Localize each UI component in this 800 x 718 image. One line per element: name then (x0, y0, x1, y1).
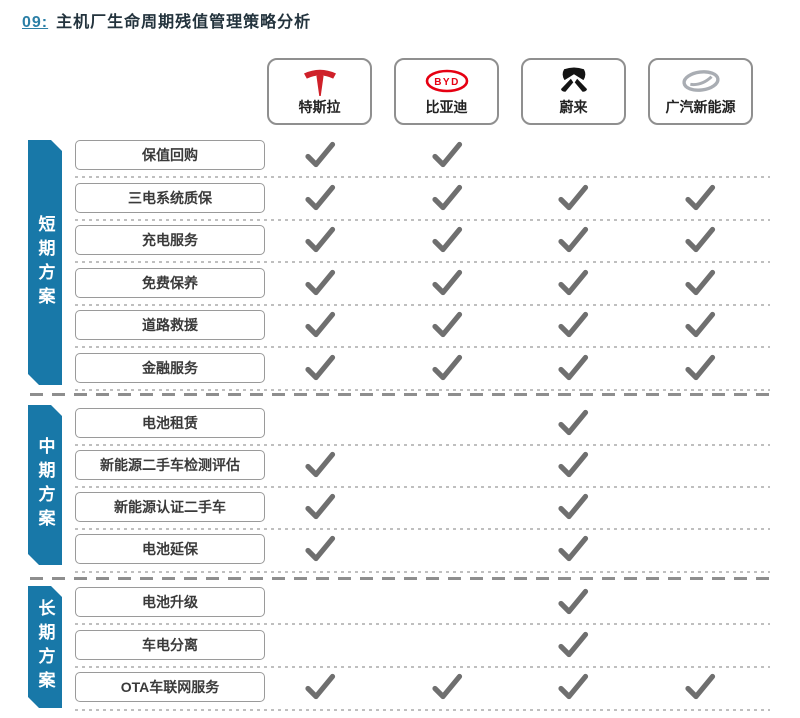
row-separator (75, 389, 770, 391)
row-separator (75, 623, 770, 626)
checkmark-icon (304, 673, 336, 700)
checkmark-icon (304, 141, 336, 168)
strategy-label-text: 电池延保 (142, 541, 198, 557)
checkmark-icon (557, 269, 589, 296)
strategy-label-text: 充电服务 (142, 232, 198, 248)
byd-logo-icon: BYD (423, 65, 471, 97)
strategy-row-label: 充电服务 (75, 225, 265, 255)
checkmark-icon (431, 141, 463, 168)
checkmark-icon (684, 269, 716, 296)
row-separator (75, 528, 770, 530)
title-number: 09: (22, 14, 49, 31)
strategy-row-label: 新能源认证二手车 (75, 492, 265, 522)
row-separator (75, 261, 770, 264)
section-divider (30, 393, 772, 396)
strategy-row-label: 免费保养 (75, 267, 265, 298)
checkmark-icon (431, 311, 463, 338)
checkmark-icon (684, 311, 716, 338)
svg-text:BYD: BYD (434, 77, 460, 88)
strategy-row-label: 车电分离 (75, 629, 265, 660)
strategy-label-text: 新能源认证二手车 (114, 499, 226, 515)
section-label: 短期方案 (35, 214, 55, 311)
strategy-label-text: 保值回购 (142, 147, 198, 163)
brand-label: 比亚迪 (425, 99, 468, 115)
strategy-row-label: 三电系统质保 (75, 182, 265, 213)
strategy-label-text: 金融服务 (142, 359, 198, 376)
strategy-row-label: 电池延保 (75, 534, 265, 564)
brand-label: 蔚来 (559, 99, 588, 115)
tesla-logo-icon (301, 65, 339, 97)
checkmark-icon (304, 226, 336, 253)
strategy-row-label: 保值回购 (75, 140, 265, 170)
checkmark-icon (304, 311, 336, 338)
row-separator (75, 303, 770, 306)
checkmark-icon (304, 493, 336, 520)
section-divider (30, 576, 772, 580)
strategy-label-text: 电池租赁 (142, 415, 198, 431)
section-ribbon-2: 中期方案 (28, 405, 62, 565)
brand-label: 广汽新能源 (665, 99, 736, 115)
strategy-row-label: 电池租赁 (75, 408, 265, 438)
checkmark-icon (557, 451, 589, 478)
strategy-row-label: 金融服务 (75, 352, 265, 383)
nio-logo-icon (556, 65, 592, 97)
brand-column-2: BYD 比亚迪 (394, 58, 499, 125)
row-separator (75, 708, 770, 711)
checkmark-icon (557, 493, 589, 520)
checkmark-icon (557, 409, 589, 436)
row-separator (75, 665, 770, 668)
section-label: 中期方案 (35, 437, 55, 533)
strategy-row-label: 电池升级 (75, 587, 265, 617)
checkmark-icon (304, 184, 336, 211)
section-ribbon-3: 长期方案 (28, 586, 62, 708)
strategy-label-text: 三电系统质保 (128, 189, 212, 206)
checkmark-icon (304, 451, 336, 478)
section-ribbon-1: 短期方案 (28, 140, 62, 385)
row-separator (75, 176, 770, 179)
strategy-label-text: 免费保养 (142, 274, 198, 291)
section-label: 长期方案 (35, 599, 55, 695)
brand-column-1: 特斯拉 (267, 58, 372, 125)
checkmark-icon (431, 269, 463, 296)
row-separator (75, 218, 770, 221)
checkmark-icon (557, 535, 589, 562)
strategy-label-text: 车电分离 (142, 636, 198, 653)
checkmark-icon (684, 184, 716, 211)
strategy-label-text: 新能源二手车检测评估 (100, 457, 240, 473)
checkmark-icon (431, 226, 463, 253)
checkmark-icon (304, 535, 336, 562)
checkmark-icon (684, 673, 716, 700)
row-separator (75, 346, 770, 349)
checkmark-icon (557, 354, 589, 381)
row-separator (75, 486, 770, 488)
brand-column-3: 蔚来 (521, 58, 626, 125)
strategy-row-label: 道路救援 (75, 310, 265, 340)
row-separator (75, 444, 770, 446)
gac-logo-icon (678, 65, 724, 97)
brand-label: 特斯拉 (298, 99, 341, 115)
checkmark-icon (557, 631, 589, 658)
checkmark-icon (304, 354, 336, 381)
strategy-label-text: 道路救援 (142, 317, 198, 333)
strategy-label-text: 电池升级 (142, 594, 198, 610)
checkmark-icon (557, 184, 589, 211)
checkmark-icon (557, 226, 589, 253)
title-text: 主机厂生命周期残值管理策略分析 (56, 14, 312, 31)
checkmark-icon (684, 354, 716, 381)
checkmark-icon (557, 311, 589, 338)
checkmark-icon (431, 184, 463, 211)
page-title: 09: 主机厂生命周期残值管理策略分析 (22, 8, 311, 32)
strategy-row-label: 新能源二手车检测评估 (75, 450, 265, 480)
checkmark-icon (304, 269, 336, 296)
strategy-label-text: OTA车联网服务 (120, 679, 220, 695)
checkmark-icon (684, 226, 716, 253)
checkmark-icon (557, 588, 589, 615)
checkmark-icon (431, 354, 463, 381)
brand-column-4: 广汽新能源 (648, 58, 753, 125)
row-separator (75, 570, 770, 573)
checkmark-icon (557, 673, 589, 700)
checkmark-icon (431, 673, 463, 700)
strategy-row-label: OTA车联网服务 (75, 672, 265, 702)
